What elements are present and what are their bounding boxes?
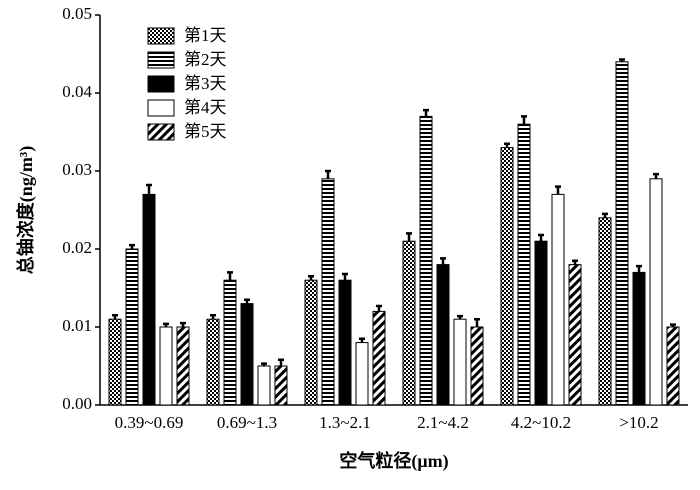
error-bar bbox=[457, 314, 463, 320]
x-tick-label: 4.2~10.2 bbox=[511, 413, 571, 432]
bar bbox=[206, 318, 220, 406]
error-bar bbox=[602, 212, 608, 218]
y-tick-label: 0.04 bbox=[62, 82, 92, 101]
bar bbox=[142, 193, 156, 406]
error-bar bbox=[112, 314, 118, 320]
error-bar bbox=[376, 304, 382, 312]
bar bbox=[500, 147, 514, 406]
bar bbox=[355, 342, 369, 406]
error-bar bbox=[325, 169, 331, 179]
x-axis-label: 空气粒径(μm) bbox=[339, 450, 448, 472]
error-bar bbox=[423, 108, 429, 117]
error-bar bbox=[278, 358, 284, 366]
error-bar bbox=[180, 321, 186, 327]
error-bar bbox=[261, 362, 267, 366]
legend-swatch bbox=[147, 51, 175, 69]
bar bbox=[453, 318, 467, 406]
error-bar bbox=[619, 58, 625, 62]
error-bar bbox=[406, 232, 412, 242]
bar bbox=[551, 193, 565, 406]
x-tick-label: 0.39~0.69 bbox=[115, 413, 184, 432]
error-bar bbox=[244, 298, 250, 304]
error-bar bbox=[146, 183, 152, 195]
bar bbox=[615, 61, 629, 406]
legend-label: 第3天 bbox=[184, 74, 227, 93]
legend-label: 第5天 bbox=[184, 122, 227, 141]
bar bbox=[176, 326, 190, 406]
bar bbox=[632, 271, 646, 406]
x-tick-label: 0.69~1.3 bbox=[217, 413, 277, 432]
bar bbox=[372, 310, 386, 406]
bar bbox=[240, 303, 254, 406]
legend-swatch bbox=[147, 99, 175, 117]
bar bbox=[321, 178, 335, 406]
y-tick-label: 0.02 bbox=[62, 238, 92, 257]
bar bbox=[666, 326, 680, 406]
error-bar bbox=[670, 323, 676, 327]
error-bar bbox=[521, 115, 527, 125]
y-tick-label: 0.00 bbox=[62, 394, 92, 413]
bar bbox=[649, 178, 663, 406]
x-tick-label: 1.3~2.1 bbox=[319, 413, 371, 432]
error-bar bbox=[440, 257, 446, 265]
error-bar bbox=[636, 264, 642, 273]
bar bbox=[402, 240, 416, 406]
bar bbox=[223, 279, 237, 406]
error-bar bbox=[538, 233, 544, 242]
bar bbox=[534, 240, 548, 406]
bar bbox=[125, 248, 139, 406]
y-tick-label: 0.01 bbox=[62, 316, 92, 335]
error-bar bbox=[653, 172, 659, 179]
legend-swatch bbox=[147, 27, 175, 45]
bar bbox=[304, 279, 318, 406]
bar bbox=[517, 123, 531, 406]
bar bbox=[274, 365, 288, 406]
legend-label: 第2天 bbox=[184, 50, 227, 69]
error-bar bbox=[359, 337, 365, 343]
error-bar bbox=[555, 185, 561, 195]
error-bar bbox=[210, 314, 216, 320]
x-tick-label: >10.2 bbox=[619, 413, 658, 432]
error-bar bbox=[163, 322, 169, 327]
y-tick-label: 0.05 bbox=[62, 4, 92, 23]
x-tick-label: 2.1~4.2 bbox=[417, 413, 469, 432]
legend-label: 第4天 bbox=[184, 98, 227, 117]
bar bbox=[338, 279, 352, 406]
error-bar bbox=[572, 259, 578, 265]
bar bbox=[470, 326, 484, 406]
bar bbox=[159, 326, 173, 406]
error-bar bbox=[474, 317, 480, 327]
bar bbox=[568, 264, 582, 406]
error-bar bbox=[308, 275, 314, 281]
legend-swatch bbox=[147, 123, 175, 141]
error-bar bbox=[227, 271, 233, 281]
legend-swatch bbox=[147, 75, 175, 93]
bar bbox=[436, 264, 450, 406]
y-tick-label: 0.03 bbox=[62, 160, 92, 179]
bar bbox=[598, 217, 612, 406]
bar bbox=[257, 365, 271, 406]
bar bbox=[108, 318, 122, 406]
error-bar bbox=[129, 243, 135, 249]
bar bbox=[419, 115, 433, 406]
error-bar bbox=[342, 272, 348, 281]
error-bar bbox=[504, 142, 510, 148]
y-axis-label: 总铀浓度(ng/m³) bbox=[15, 146, 37, 274]
legend-label: 第1天 bbox=[184, 26, 227, 45]
